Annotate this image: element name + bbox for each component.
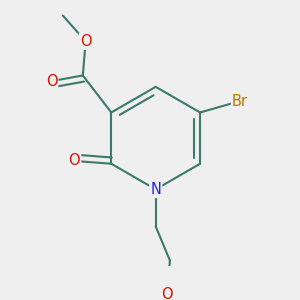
Text: O: O xyxy=(68,153,80,168)
Text: O: O xyxy=(46,74,57,88)
Text: N: N xyxy=(150,182,161,197)
Text: Br: Br xyxy=(232,94,248,109)
Text: O: O xyxy=(161,287,173,300)
Text: O: O xyxy=(80,34,92,49)
